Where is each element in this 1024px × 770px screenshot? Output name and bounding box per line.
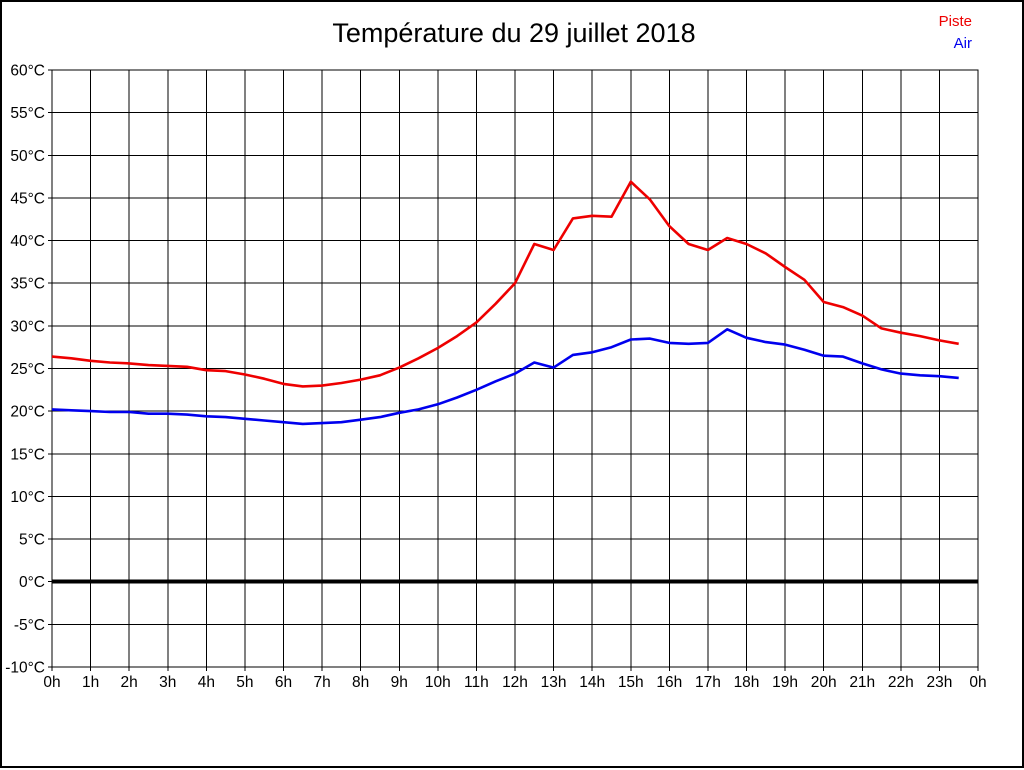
x-axis-label: 12h: [502, 674, 528, 691]
x-axis-label: 10h: [425, 674, 451, 691]
x-axis-label: 19h: [772, 674, 798, 691]
x-axis-label: 23h: [926, 674, 952, 691]
y-axis-label: 5°C: [19, 532, 45, 549]
series-line-air: [51, 327, 959, 426]
y-axis-label: 30°C: [10, 318, 45, 335]
x-axis-label: 8h: [352, 674, 369, 691]
x-axis-label: 0h: [43, 674, 60, 691]
chart-title: Température du 29 juillet 2018: [332, 18, 696, 48]
y-axis-label: 50°C: [10, 148, 45, 165]
x-axis-label: 9h: [391, 674, 408, 691]
chart-legend: Piste Air: [939, 11, 972, 55]
x-axis-label: 18h: [734, 674, 760, 691]
x-axis-label: 13h: [541, 674, 567, 691]
y-axis-label: 45°C: [10, 190, 45, 207]
x-axis-label: 6h: [275, 674, 292, 691]
series-line-piste: [51, 180, 959, 388]
y-axis-label: 20°C: [10, 404, 45, 421]
y-axis-label: 35°C: [10, 276, 45, 293]
x-axis-label: 1h: [82, 674, 99, 691]
x-axis-label: 2h: [121, 674, 138, 691]
y-axis-label: -5°C: [14, 617, 45, 634]
y-axis-label: 40°C: [10, 233, 45, 250]
legend-item-air: Air: [953, 35, 972, 52]
y-axis-label: 60°C: [10, 63, 45, 80]
x-axis-label: 0h: [969, 674, 986, 691]
x-axis-label: 14h: [579, 674, 605, 691]
x-axis-label: 20h: [811, 674, 837, 691]
y-axis-label: 10°C: [10, 489, 45, 506]
x-axis-label: 17h: [695, 674, 721, 691]
x-axis-label: 7h: [313, 674, 330, 691]
x-axis-label: 4h: [198, 674, 215, 691]
x-axis-label: 15h: [618, 674, 644, 691]
y-axis-label: 0°C: [19, 574, 45, 591]
x-axis-label: 21h: [849, 674, 875, 691]
x-axis-label: 5h: [236, 674, 253, 691]
y-axis-label: 15°C: [10, 446, 45, 463]
x-axis-label: 11h: [464, 674, 489, 691]
legend-item-piste: Piste: [938, 13, 972, 30]
plot-border: [51, 69, 979, 668]
y-axis-label: 25°C: [10, 361, 45, 378]
x-axis-label: 16h: [656, 674, 682, 691]
x-axis-label: 3h: [159, 674, 176, 691]
y-axis-label: -10°C: [5, 660, 45, 677]
x-axis-label: 22h: [888, 674, 914, 691]
y-axis-label: 55°C: [10, 105, 45, 122]
